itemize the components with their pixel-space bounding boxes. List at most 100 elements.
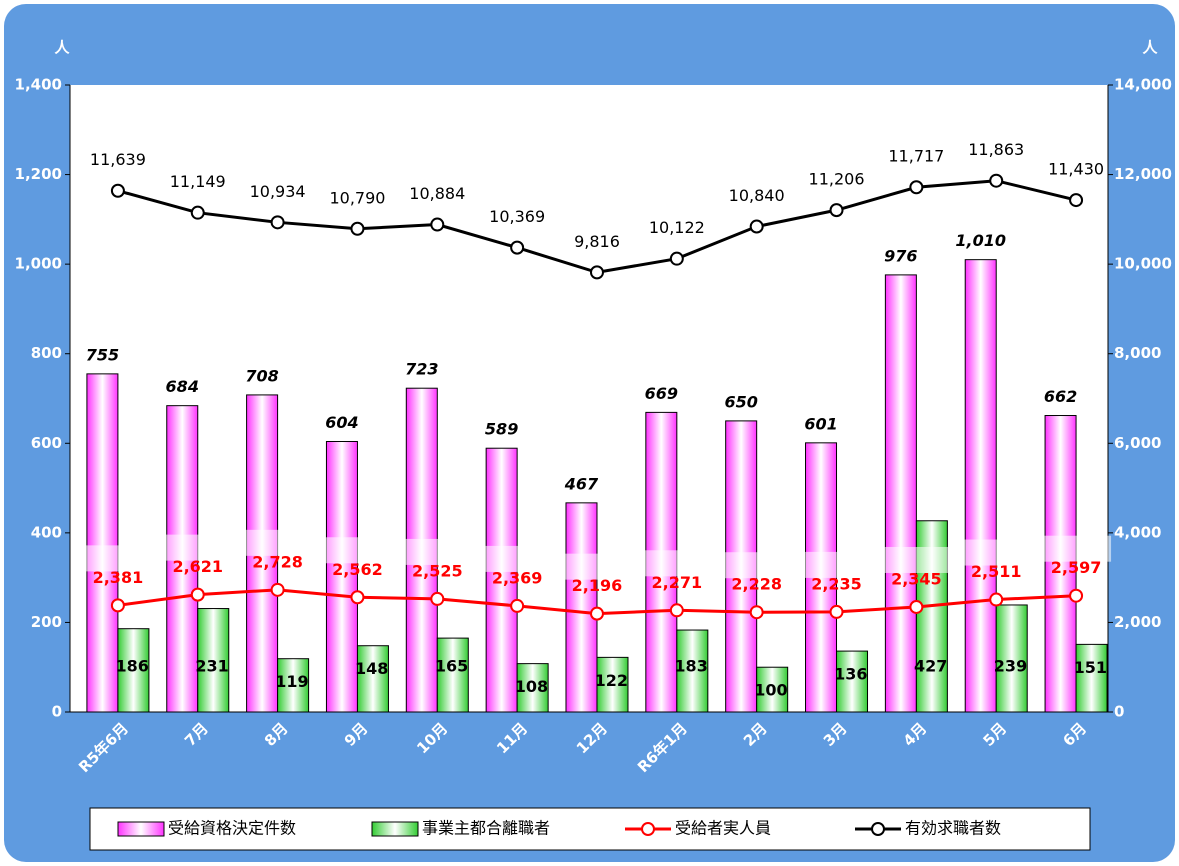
bar-label: 183	[674, 657, 707, 676]
bar-label: 136	[834, 665, 867, 684]
point	[669, 603, 684, 618]
y-tick-label: 400	[31, 523, 62, 541]
bar-label: 650	[724, 392, 757, 411]
bar-label: 148	[355, 659, 388, 678]
y2-tick-label: 0	[1114, 703, 1124, 721]
label-bg	[82, 545, 153, 572]
bar-label: 976	[884, 246, 917, 265]
point-label: 10,884	[409, 184, 465, 203]
label-bg	[801, 551, 872, 578]
legend-swatch	[117, 821, 165, 837]
bar-label: 669	[645, 384, 678, 403]
label-bg	[242, 529, 313, 556]
bar-label: 467	[564, 474, 599, 493]
bar-label: 708	[245, 366, 278, 385]
point	[190, 587, 205, 602]
point	[1069, 193, 1084, 208]
point	[510, 240, 525, 255]
legend-label: 受給者実人員	[675, 819, 771, 838]
bar	[277, 658, 310, 713]
bar	[1075, 643, 1108, 713]
bar-label: 119	[275, 672, 308, 691]
point-label: 2,597	[1051, 558, 1102, 577]
bar	[485, 447, 518, 713]
label-bg	[641, 550, 712, 577]
bar	[676, 629, 709, 713]
label-bg	[561, 553, 632, 580]
bar-label: 231	[195, 657, 228, 676]
bar-label: 723	[405, 360, 438, 379]
point	[510, 598, 525, 613]
point	[749, 605, 764, 620]
point-label: 10,122	[649, 218, 705, 237]
y-unit: 人	[54, 39, 70, 57]
legend-swatch	[871, 822, 885, 836]
legend-swatch	[371, 821, 419, 837]
bar	[436, 637, 469, 713]
legend	[89, 807, 1091, 851]
bar	[596, 656, 629, 713]
point-label: 11,206	[809, 170, 865, 189]
label-bg	[1041, 535, 1112, 562]
point-label: 2,728	[252, 552, 303, 571]
y-tick-label: 1,200	[15, 165, 62, 183]
bar-label: 427	[914, 657, 947, 676]
point	[350, 221, 365, 236]
bar	[86, 373, 119, 713]
bar-label: 165	[435, 657, 468, 676]
label-bg	[162, 534, 233, 561]
y2-tick-label: 8,000	[1114, 344, 1161, 362]
bar	[964, 259, 997, 713]
point-label: 2,228	[731, 575, 782, 594]
bar-label: 755	[86, 345, 119, 364]
bar	[197, 608, 230, 713]
bar-label: 151	[1074, 658, 1107, 677]
bar	[325, 440, 358, 713]
legend-swatch	[641, 822, 655, 836]
bar	[884, 274, 917, 713]
point	[270, 215, 285, 230]
point	[190, 205, 205, 220]
point	[589, 265, 604, 280]
bar-label: 122	[595, 671, 628, 690]
label-bg	[961, 539, 1032, 566]
bar	[117, 628, 150, 713]
point	[270, 582, 285, 597]
point-label: 10,840	[729, 186, 785, 205]
point	[589, 606, 604, 621]
label-bg	[402, 538, 473, 565]
bar-label: 108	[515, 677, 548, 696]
y-tick-label: 200	[31, 613, 62, 631]
point-label: 11,863	[968, 140, 1024, 159]
point-label: 11,639	[90, 150, 146, 169]
y-tick-label: 600	[31, 434, 62, 452]
y-tick-label: 800	[31, 344, 62, 362]
y2-unit: 人	[1142, 39, 1158, 57]
bar	[995, 604, 1028, 713]
point-label: 2,562	[332, 560, 383, 579]
point	[829, 203, 844, 218]
bar	[756, 666, 789, 713]
point	[1069, 588, 1084, 603]
point	[829, 604, 844, 619]
bar-label: 684	[166, 377, 199, 396]
point-label: 11,717	[888, 147, 944, 166]
bar-label: 100	[754, 681, 787, 700]
label-bg	[482, 545, 553, 572]
bar	[1044, 415, 1077, 713]
bar-label: 589	[485, 420, 518, 439]
point	[909, 599, 924, 614]
bar	[356, 645, 389, 713]
y2-tick-label: 10,000	[1114, 255, 1172, 273]
point	[430, 591, 445, 606]
bar	[516, 663, 549, 713]
bar-label: 1,010	[955, 231, 1006, 250]
point	[909, 180, 924, 195]
point	[989, 173, 1004, 188]
point-label: 2,511	[971, 562, 1022, 581]
y-tick-label: 0	[52, 703, 62, 721]
point-label: 10,369	[489, 207, 545, 226]
point-label: 2,381	[93, 568, 144, 587]
